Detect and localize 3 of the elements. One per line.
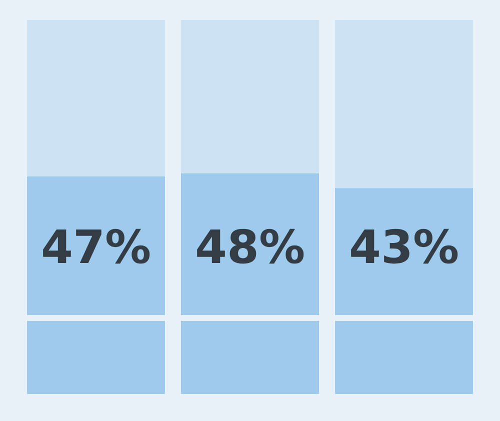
data-label: 48% [194,220,306,274]
data-label: 47% [40,220,152,274]
data-label: 43% [348,220,460,274]
